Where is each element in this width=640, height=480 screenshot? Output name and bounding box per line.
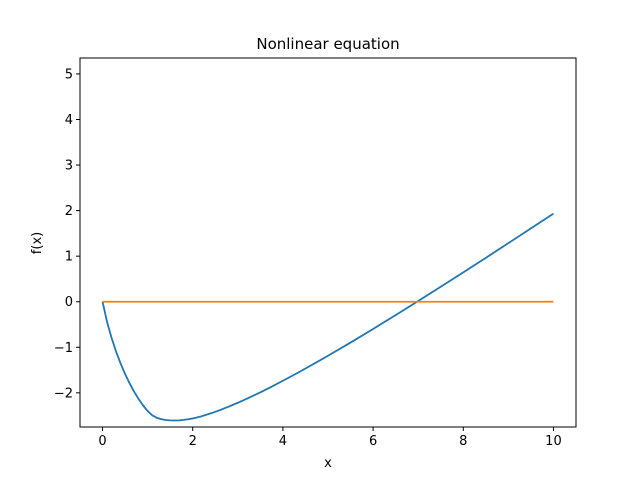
- x-tick-label: 10: [545, 434, 562, 449]
- axes-frame: [79, 57, 577, 428]
- plot-area: [101, 212, 554, 422]
- x-tick-label: 4: [279, 434, 287, 449]
- chart-title: Nonlinear equation: [256, 35, 399, 53]
- y-tick-label: 2: [65, 204, 73, 219]
- y-tick-label: 1: [65, 250, 73, 265]
- x-tick-label: 0: [98, 434, 106, 449]
- y-tick-label: 4: [65, 113, 73, 128]
- y-tick-label: 0: [65, 295, 73, 310]
- y-tick-label: 3: [65, 159, 73, 174]
- x-axis: 0 2 4 6 8 10: [98, 427, 562, 449]
- x-tick-label: 8: [459, 434, 467, 449]
- x-tick-label: 2: [189, 434, 197, 449]
- y-tick-label: −1: [54, 341, 73, 356]
- y-axis: −2 −1 0 1 2 3 4 5: [54, 67, 80, 401]
- y-axis-label: f(x): [30, 232, 45, 254]
- y-tick-label: −2: [54, 386, 73, 401]
- x-tick-label: 6: [369, 434, 377, 449]
- x-axis-label: x: [324, 456, 332, 471]
- y-tick-label: 5: [65, 67, 73, 82]
- series-line-1: [101, 212, 554, 422]
